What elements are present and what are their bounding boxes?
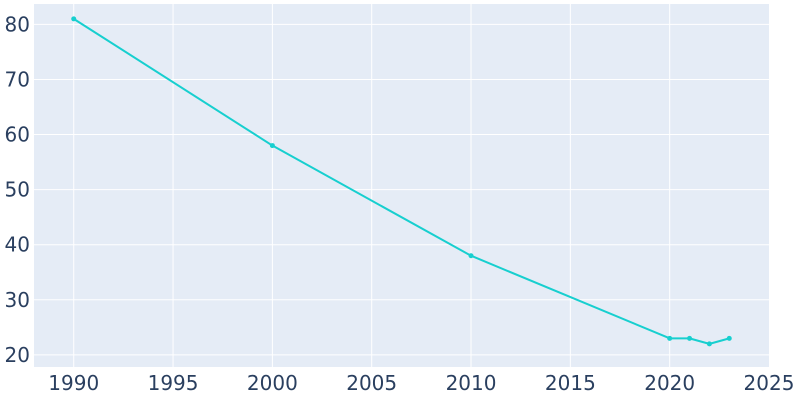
x-tick-label: 2020 [644, 371, 695, 395]
data-point [726, 335, 732, 341]
y-tick-label: 60 [5, 123, 30, 147]
series-group [71, 16, 732, 347]
x-axis-tick-labels: 1990 1995 2000 2005 2010 2015 2020 2025 [48, 371, 794, 395]
y-tick-label: 30 [5, 288, 30, 312]
y-tick-label: 40 [5, 233, 30, 257]
vertical-gridlines [73, 4, 671, 367]
horizontal-gridlines [34, 23, 769, 356]
y-axis-tick-labels: 20 30 40 50 60 70 80 [5, 12, 30, 367]
x-tick-label: 2010 [446, 371, 497, 395]
y-tick-label: 50 [5, 178, 30, 202]
x-tick-label: 2005 [346, 371, 397, 395]
x-tick-label: 2000 [247, 371, 298, 395]
data-point [269, 143, 275, 149]
y-tick-label: 80 [5, 12, 30, 36]
data-point [687, 335, 693, 341]
plot-area [34, 4, 769, 367]
data-point [667, 335, 673, 341]
x-tick-label: 1990 [48, 371, 99, 395]
x-tick-label: 2015 [545, 371, 596, 395]
data-point [706, 341, 712, 347]
data-point [468, 253, 474, 259]
y-tick-label: 70 [5, 67, 30, 91]
x-tick-label: 2025 [744, 371, 795, 395]
data-point [71, 16, 77, 22]
y-tick-label: 20 [5, 343, 30, 367]
x-tick-label: 1995 [148, 371, 199, 395]
